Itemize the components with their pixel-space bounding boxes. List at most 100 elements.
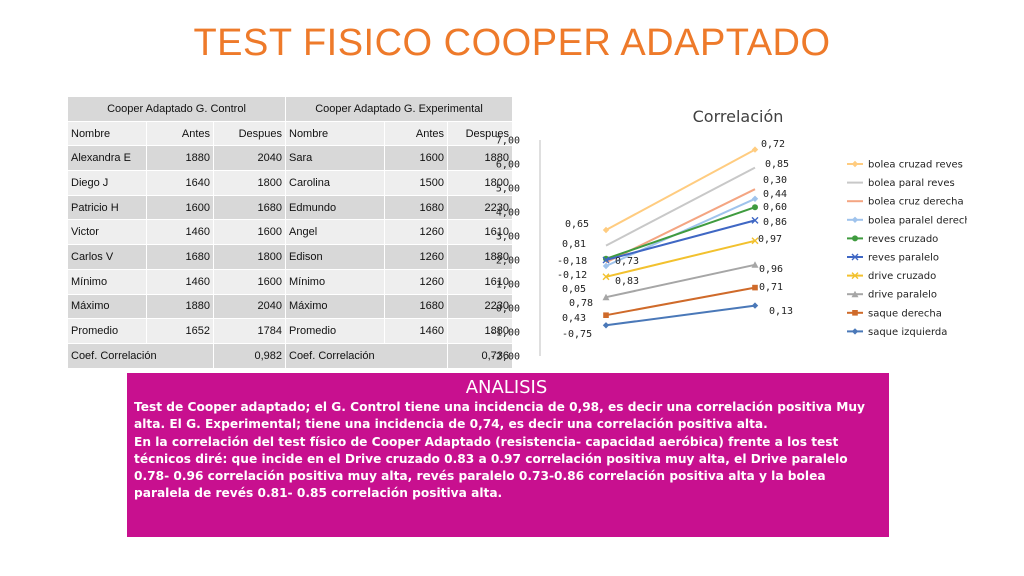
- data-label: 0,85: [765, 159, 789, 170]
- correlation-value-control: 0,982: [213, 343, 286, 369]
- table-cell: Promedio: [285, 318, 385, 344]
- column-header: Despues: [213, 121, 286, 147]
- table-cell: Carolina: [285, 170, 385, 196]
- analysis-heading: ANALISIS: [465, 377, 548, 398]
- legend-marker: [851, 272, 859, 280]
- legend-marker: [851, 160, 859, 168]
- data-point: [751, 261, 759, 268]
- table-row: Mínimo 1460 1600 Mínimo 1260 1610: [68, 269, 513, 295]
- column-header: Nombre: [285, 121, 385, 147]
- chart-title: Correlación: [693, 107, 784, 126]
- data-point: [602, 256, 610, 264]
- data-label: 0,13: [769, 306, 793, 317]
- data-label: 0,65: [565, 219, 589, 230]
- data-label: 0,44: [763, 189, 787, 200]
- table-cell: 1800: [213, 244, 286, 270]
- data-label: 0,81: [562, 239, 586, 250]
- data-label: -0,12: [557, 270, 587, 281]
- table-cell: 1880: [447, 244, 513, 270]
- data-label: 0,78: [569, 298, 593, 309]
- table-cell: Mínimo: [68, 269, 147, 295]
- data-point: [751, 216, 759, 224]
- table-row: Victor 1460 1600 Angel 1260 1610: [68, 219, 513, 246]
- y-tick-label: -1,00: [490, 328, 520, 339]
- table-cell: 1260: [384, 269, 448, 295]
- table-cell: Mínimo: [285, 269, 385, 295]
- table-cell: 2230: [447, 195, 513, 221]
- group-header-experimental: Cooper Adaptado G. Experimental: [285, 97, 513, 122]
- series-line: [605, 219, 756, 261]
- data-label: -0,18: [557, 256, 587, 267]
- data-point: [751, 302, 759, 309]
- table-row: Máximo 1880 2040 Máximo 1680 2230: [68, 294, 513, 320]
- data-point: [752, 284, 758, 291]
- cooper-data-table: Cooper Adaptado G. Control Cooper Adapta…: [68, 97, 513, 369]
- table-cell: 1460: [146, 219, 214, 246]
- table-cell: 1880: [447, 145, 513, 172]
- series-line: [605, 304, 756, 327]
- table-cell: 1500: [384, 170, 448, 196]
- table-cell: Diego J: [68, 170, 147, 196]
- legend-marker: [852, 235, 858, 242]
- y-tick-label: 6,00: [496, 160, 520, 171]
- data-label: 0,83: [615, 276, 639, 287]
- table-cell: Edmundo: [285, 195, 385, 221]
- table-cell: 1680: [146, 244, 214, 270]
- analysis-panel: ANALISIS Test de Cooper adaptado; el G. …: [127, 373, 889, 537]
- data-label: 0,43: [562, 313, 586, 324]
- legend-entry: bolea paralel derecha: [868, 215, 967, 226]
- table-cell: 1610: [447, 269, 513, 295]
- data-label: 0,96: [759, 264, 783, 275]
- data-point: [602, 262, 610, 270]
- table-cell: Patricio H: [68, 195, 147, 221]
- table-row: Promedio 1652 1784 Promedio 1460 1880: [68, 318, 513, 344]
- legend-entry: bolea cruz derecha: [868, 197, 964, 208]
- data-label: 0,97: [758, 234, 782, 245]
- correlation-label-experimental: Coef. Correlación: [285, 343, 448, 369]
- y-tick-label: 4,00: [496, 208, 520, 219]
- group-header-control: Cooper Adaptado G. Control: [68, 97, 286, 122]
- table-cell: Carlos V: [68, 244, 147, 270]
- column-header: Antes: [384, 121, 448, 147]
- y-tick-label: 5,00: [496, 184, 520, 195]
- table-cell: 1680: [384, 294, 448, 320]
- legend-marker: [851, 290, 859, 298]
- analysis-paragraph-2: En la correlación del test físico de Coo…: [134, 434, 848, 501]
- series-line: [605, 239, 756, 278]
- data-point: [603, 312, 609, 318]
- data-point: [602, 273, 610, 281]
- legend-entry: drive paralelo: [868, 290, 937, 301]
- table-cell: 1800: [213, 170, 286, 196]
- legend-entry: reves paralelo: [868, 253, 939, 264]
- data-label: 0,05: [562, 284, 586, 295]
- table-row: Alexandra E 1880 2040 Sara 1600 1880: [68, 145, 513, 172]
- correlation-label-control: Coef. Correlación: [68, 343, 214, 369]
- table-row: Patricio H 1600 1680 Edmundo 1680 2230: [68, 195, 513, 221]
- data-label: 0,73: [615, 256, 639, 267]
- legend-marker: [852, 310, 858, 316]
- data-point: [751, 237, 759, 245]
- table-cell: 1460: [384, 318, 448, 344]
- series-line: [605, 263, 756, 299]
- table-cell: Máximo: [285, 294, 385, 320]
- y-tick-label: 3,00: [496, 232, 520, 243]
- table-cell: 1460: [146, 269, 214, 295]
- table-cell: 1640: [146, 170, 214, 196]
- data-label: 0,60: [763, 202, 787, 213]
- column-header-row: Nombre Antes Despues Nombre Antes Despue…: [68, 121, 513, 147]
- table-row: Carlos V 1680 1800 Edison 1260 1880: [68, 244, 513, 270]
- legend-entry: reves cruzado: [868, 234, 938, 245]
- y-tick-label: 1,00: [496, 280, 520, 291]
- table-cell: 1800: [447, 170, 513, 196]
- group-header-row: Cooper Adaptado G. Control Cooper Adapta…: [68, 97, 513, 122]
- data-point: [751, 195, 759, 202]
- data-label: 0,71: [759, 282, 783, 293]
- table-cell: Edison: [285, 244, 385, 270]
- series-line: [605, 166, 756, 247]
- data-point: [751, 146, 759, 153]
- table-cell: 1652: [146, 318, 214, 344]
- data-point: [602, 322, 610, 329]
- table-cell: 1880: [146, 294, 214, 320]
- table-cell: Máximo: [68, 294, 147, 320]
- series-line: [605, 206, 756, 260]
